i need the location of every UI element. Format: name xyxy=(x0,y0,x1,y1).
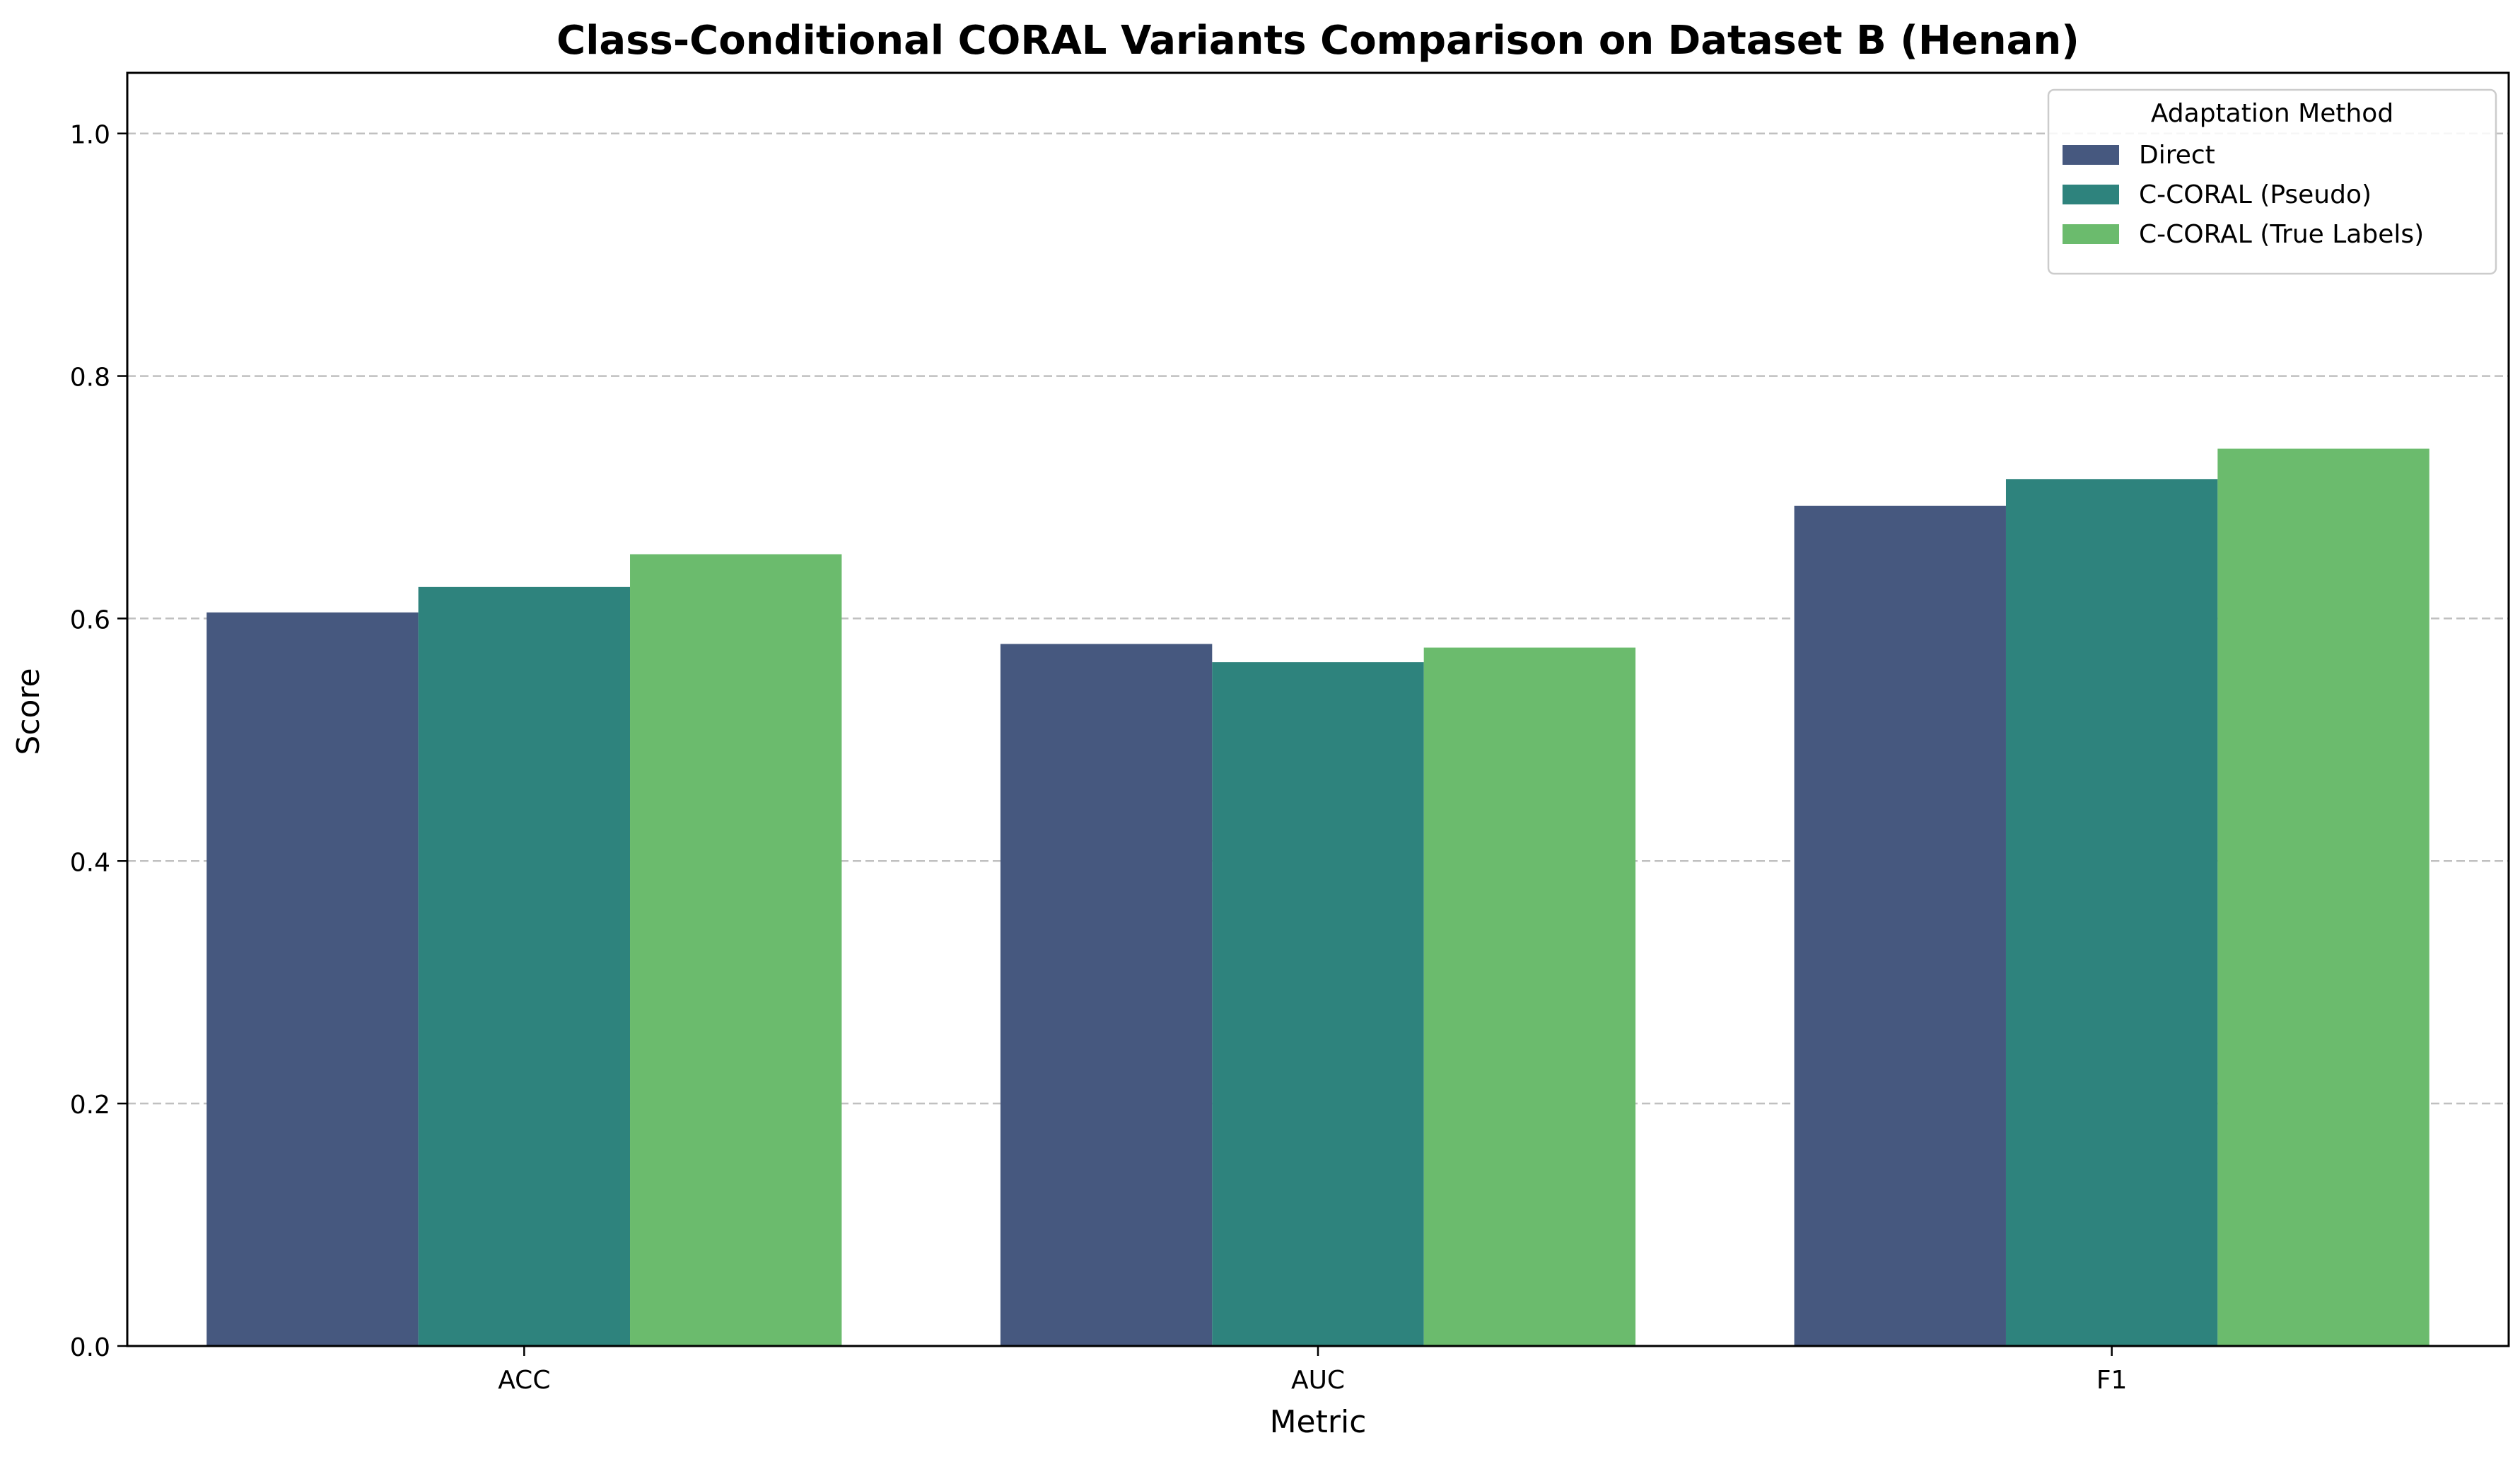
x-tick-label: F1 xyxy=(2096,1366,2128,1395)
legend-title: Adaptation Method xyxy=(2151,99,2393,128)
x-ticks: ACC AUC F1 xyxy=(498,1346,2127,1395)
y-tick-label: 0.8 xyxy=(70,364,110,393)
chart-title: Class-Conditional CORAL Variants Compari… xyxy=(556,18,2079,64)
legend-swatch xyxy=(2063,185,2119,204)
y-tick-label: 1.0 xyxy=(70,121,110,150)
legend-swatch xyxy=(2063,145,2119,165)
bar-f1-3 xyxy=(2217,448,2429,1346)
x-axis-label: Metric xyxy=(1270,1404,1367,1440)
x-tick-label: ACC xyxy=(498,1366,550,1395)
bar-acc-3 xyxy=(630,554,842,1346)
legend-swatch xyxy=(2063,224,2119,244)
legend-entry-label: C-CORAL (True Labels) xyxy=(2139,220,2424,249)
x-tick-label: AUC xyxy=(1291,1366,1345,1395)
bar-f1-2 xyxy=(2005,479,2218,1347)
bar-auc-1 xyxy=(1000,644,1213,1346)
y-ticks: 0.0 0.2 0.4 0.6 0.8 1.0 xyxy=(70,121,127,1362)
y-tick-label: 0.0 xyxy=(70,1333,110,1362)
bar-f1-1 xyxy=(1794,506,2006,1346)
legend-entry-label: C-CORAL (Pseudo) xyxy=(2139,180,2372,209)
legend: Adaptation Method Direct C-CORAL (Pseudo) C… xyxy=(2047,88,2497,275)
y-tick-label: 0.2 xyxy=(70,1091,110,1120)
bar-acc-2 xyxy=(418,586,631,1346)
legend-box xyxy=(2047,88,2497,275)
bar-acc-1 xyxy=(206,612,419,1346)
bar-auc-3 xyxy=(1423,647,1636,1346)
bars xyxy=(206,448,2429,1347)
y-tick-label: 0.4 xyxy=(70,848,110,877)
legend-entry-label: Direct xyxy=(2139,141,2215,170)
bar-auc-2 xyxy=(1212,662,1424,1346)
y-tick-label: 0.6 xyxy=(70,605,110,634)
y-axis-label: Score xyxy=(11,668,47,755)
